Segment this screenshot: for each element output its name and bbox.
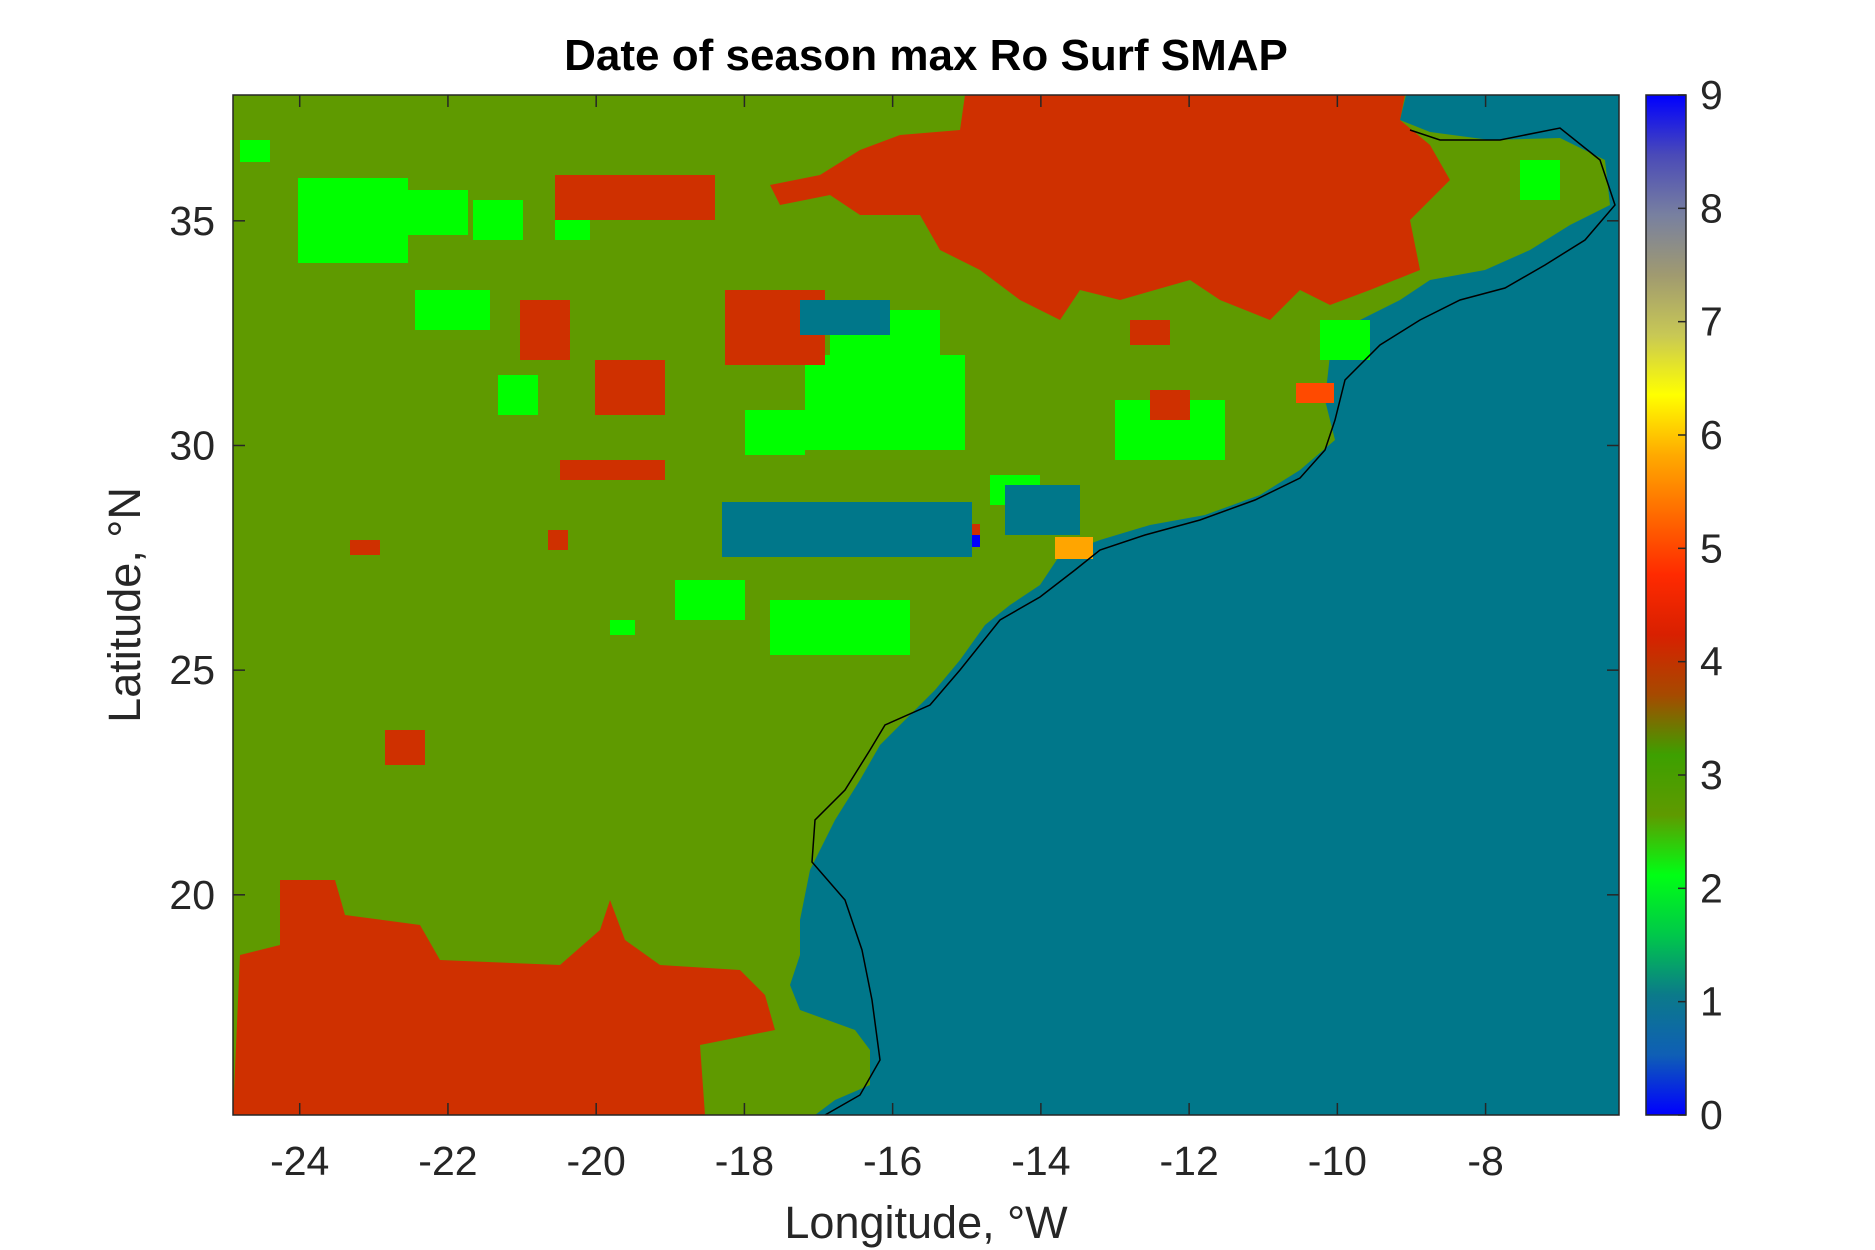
- colorbar-tick-label: 6: [1700, 412, 1723, 458]
- cell-value-4-small: [965, 524, 980, 535]
- y-tick-label: 25: [169, 647, 215, 693]
- colorbar-tick-label: 7: [1700, 299, 1723, 345]
- island-water-block-east: [1005, 485, 1080, 535]
- x-tick-label: -16: [863, 1138, 922, 1184]
- colorbar-ticks: 0 1 2 3 4 5 6 7 8 9: [1678, 72, 1723, 1138]
- colorbar-tick-label: 4: [1700, 639, 1723, 685]
- colorbar-tick-label: 3: [1700, 752, 1723, 798]
- x-tick-label: -24: [270, 1138, 329, 1184]
- colorbar-gradient: [1645, 94, 1687, 1116]
- plot-area: [233, 95, 1619, 1115]
- x-axis-label: Longitude, °W: [784, 1197, 1068, 1248]
- colorbar: 0 1 2 3 4 5 6 7 8 9: [1645, 72, 1723, 1138]
- x-tick-label: -14: [1011, 1138, 1070, 1184]
- heatmap-cells: [233, 95, 1610, 1115]
- x-tick-label: -20: [567, 1138, 626, 1184]
- value-4-patches: [233, 95, 1450, 1115]
- coastline: [811, 127, 1616, 1115]
- x-tick-label: -12: [1159, 1138, 1218, 1184]
- island-water-block: [722, 502, 972, 557]
- x-tick-label: -18: [715, 1138, 774, 1184]
- colorbar-tick-label: 8: [1700, 185, 1723, 231]
- colorbar-tick-label: 0: [1700, 1092, 1723, 1138]
- value-2-patches: [240, 140, 1560, 655]
- y-tick-label: 30: [169, 422, 215, 468]
- y-tick-label: 20: [169, 872, 215, 918]
- colorbar-tick-label: 5: [1700, 525, 1723, 571]
- x-tick-label: -8: [1467, 1138, 1503, 1184]
- colorbar-tick-label: 9: [1700, 72, 1723, 118]
- x-tick-label: -22: [418, 1138, 477, 1184]
- colorbar-tick-label: 2: [1700, 865, 1723, 911]
- chart-title: Date of season max Ro Surf SMAP: [564, 31, 1288, 80]
- y-tick-label: 35: [169, 198, 215, 244]
- colorbar-tick-label: 1: [1700, 979, 1723, 1025]
- madeira-water-block: [800, 300, 890, 335]
- x-axis: -24 -22 -20 -18 -16 -14 -12 -10 -8: [270, 95, 1504, 1184]
- axes-frame: [232, 94, 1620, 1116]
- x-tick-label: -10: [1308, 1138, 1367, 1184]
- land-region: [233, 95, 1610, 1115]
- cell-value-6: [1055, 537, 1093, 559]
- cell-value-5: [1296, 383, 1334, 403]
- y-axis-label: Latitude, °N: [99, 487, 150, 723]
- y-axis: 20 25 30 35: [169, 198, 1619, 918]
